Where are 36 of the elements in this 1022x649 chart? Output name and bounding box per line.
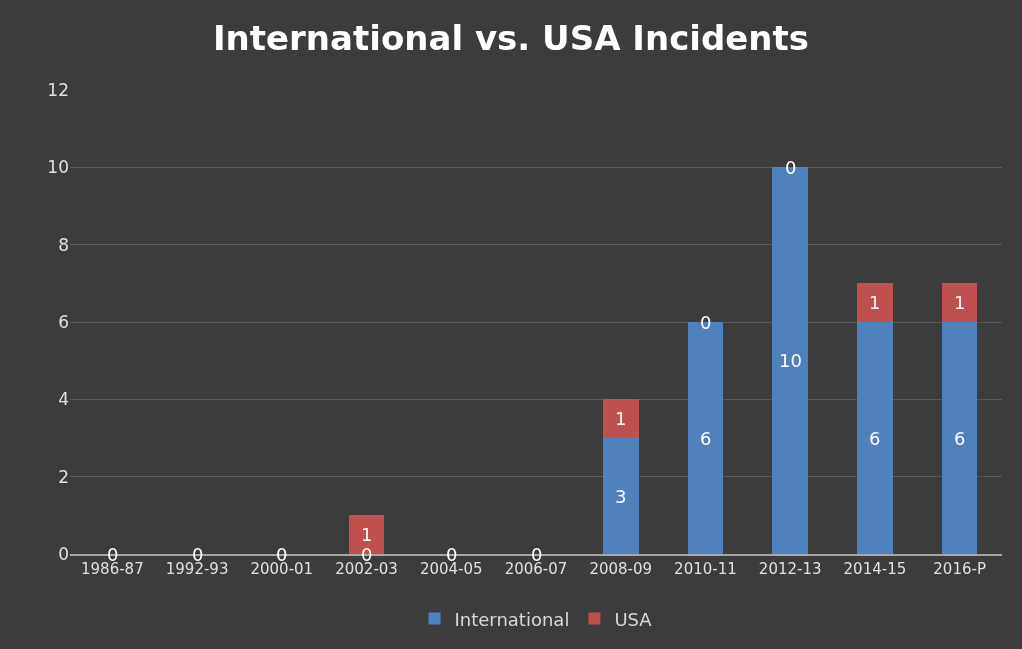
- data-label: 10: [779, 350, 802, 371]
- legend-label: International: [454, 608, 570, 630]
- x-tick-label: 2006-07: [504, 560, 568, 578]
- x-tick-label: 2016-P: [933, 560, 986, 578]
- x-tick-label: 2010-11: [674, 560, 737, 578]
- bar: [857, 283, 893, 322]
- y-tick-label: 12: [47, 79, 69, 100]
- y-tick-label: 8: [58, 234, 69, 255]
- x-tick-label: 1992-93: [165, 560, 229, 578]
- y-tick-label: 0: [58, 543, 69, 564]
- data-label: 1: [869, 292, 881, 313]
- x-tick-label: 2012-13: [758, 560, 822, 578]
- data-label: 3: [615, 486, 627, 507]
- data-label: 1: [954, 292, 966, 313]
- bar: [941, 322, 978, 554]
- y-tick-label: 6: [58, 311, 69, 332]
- legend-label: USA: [614, 608, 653, 630]
- y-tick-label: 2: [58, 466, 69, 487]
- x-tick-label: 2014-15: [843, 560, 907, 578]
- bar: [602, 438, 639, 554]
- data-label: 1: [361, 524, 373, 545]
- chart-title: International vs. USA Incidents: [212, 17, 810, 58]
- bar: [941, 283, 978, 322]
- x-tick-label: 2004-05: [419, 560, 483, 578]
- data-label: 6: [954, 428, 966, 449]
- x-tick-label: 1986-87: [81, 560, 144, 578]
- y-tick-label: 10: [47, 157, 69, 178]
- data-label: 6: [869, 428, 881, 449]
- x-tick-label: 2002-03: [335, 560, 398, 578]
- data-label: 1: [615, 408, 627, 429]
- x-tick-label: 2000-01: [250, 560, 314, 578]
- bar: [602, 399, 639, 438]
- x-tick-label: 2008-09: [589, 560, 653, 578]
- data-label: 6: [700, 428, 712, 449]
- bar: [857, 322, 893, 554]
- y-tick-label: 4: [58, 389, 69, 410]
